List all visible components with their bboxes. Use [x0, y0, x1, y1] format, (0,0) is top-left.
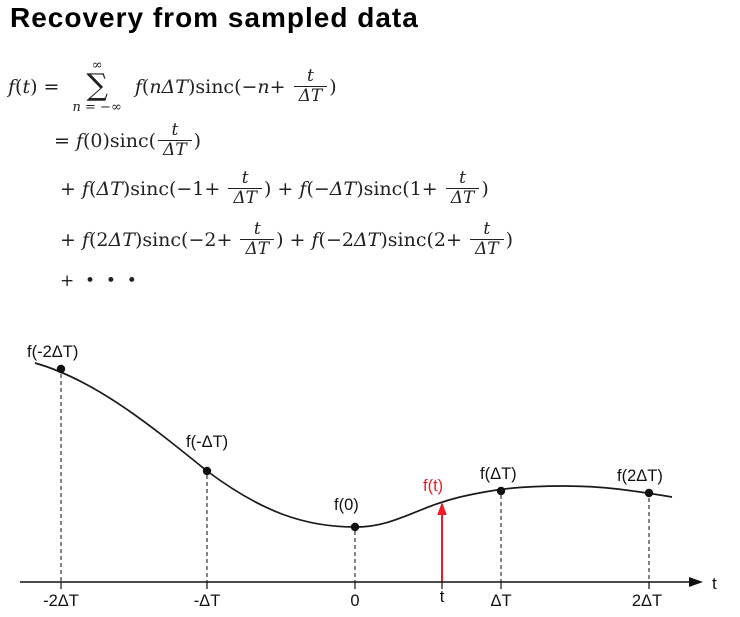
sample-dot-plus1dt: [496, 486, 506, 496]
point-label-minus1dt: f(-ΔT): [186, 433, 228, 451]
axis-label-t: t: [712, 574, 717, 593]
point-label-plus2dt: f(2ΔT): [617, 467, 663, 485]
axis-arrow-icon: [689, 577, 703, 587]
sample-dot-minus2dt: [56, 364, 66, 374]
equation-line-5: + • • •: [60, 271, 137, 291]
page-title: Recovery from sampled data: [10, 2, 419, 33]
red-arrow-head-icon: [437, 502, 447, 515]
point-label-plus1dt: f(ΔT): [480, 465, 517, 483]
equation-line-4: + f (2 ΔT)sinc(−2+ t ΔT) + f (−2 ΔT)sinc(2+ t…: [60, 219, 513, 259]
equation-line-1: f(t) = ∞ ∑ n = −∞ f(nΔT)sinc(− n + t ΔT): [8, 58, 337, 115]
axis-ticks: [60, 582, 650, 589]
tick-label-plus2dt: 2ΔT: [632, 592, 662, 610]
signal-curve: [34, 362, 673, 528]
dashed-drop-lines: [60, 374, 650, 582]
sampled-signal-diagram: f(-2ΔT) f(-ΔT) f(0) f(t) f(ΔT) f(2ΔT) -2…: [20, 343, 717, 610]
sample-dot-minus1dt: [202, 466, 212, 476]
red-arrow-ft: [437, 502, 447, 582]
sample-dot-plus2dt: [644, 488, 654, 498]
point-label-zero: f(0): [334, 496, 359, 514]
equation-line-2: = f (0)sinc(t ΔT): [54, 120, 202, 160]
sample-dots: [56, 364, 654, 532]
point-label-minus2dt: f(-2ΔT): [27, 343, 78, 361]
equation-block: f(t) = ∞ ∑ n = −∞ f(nΔT)sinc(− n + t ΔT) = f(…: [8, 56, 513, 296]
point-label-ft-red: f(t): [423, 477, 443, 495]
tick-label-minus2dt: -2ΔT: [43, 592, 79, 610]
tick-label-plus1dt: ΔT: [490, 592, 511, 610]
tick-label-minus1dt: -ΔT: [194, 592, 221, 610]
tick-label-t: t: [440, 588, 445, 606]
sample-dot-zero: [350, 522, 360, 532]
tick-label-zero: 0: [350, 592, 359, 610]
time-axis: [20, 577, 703, 589]
equation-line-3: + f(ΔT)sinc(−1+ t ΔT) + f (− ΔT)sinc(1+ t ΔT…: [60, 168, 489, 208]
